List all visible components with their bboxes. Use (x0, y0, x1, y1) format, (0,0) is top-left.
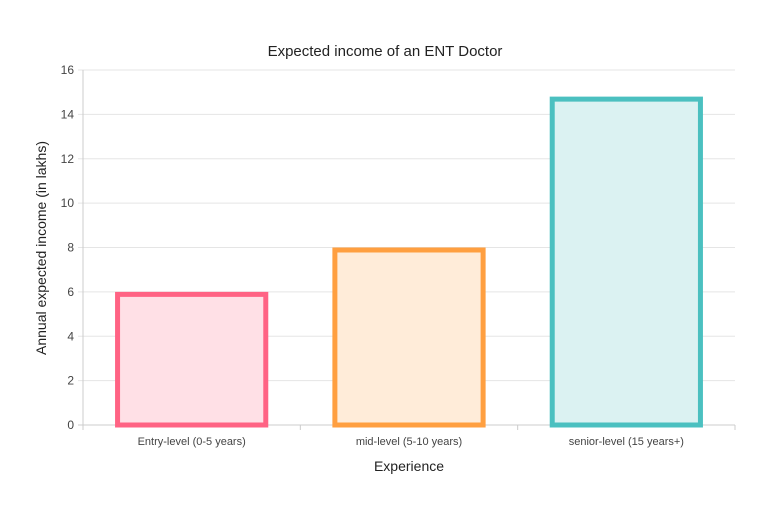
y-axis-label: Annual expected income (in lakhs) (33, 141, 49, 355)
y-tick-label: 4 (67, 329, 74, 343)
y-tick-label: 16 (61, 63, 75, 77)
x-tick-label: mid-level (5-10 years) (356, 436, 462, 448)
chart-title: Expected income of an ENT Doctor (268, 43, 503, 60)
x-tick-label: senior-level (15 years+) (569, 436, 684, 448)
bar (549, 96, 703, 428)
bar (332, 247, 486, 428)
bar (115, 291, 269, 428)
y-tick-label: 12 (61, 152, 75, 166)
y-tick-label: 0 (67, 418, 74, 432)
y-tick-label: 2 (67, 374, 74, 388)
y-tick-label: 10 (61, 196, 75, 210)
y-tick-label: 14 (61, 107, 75, 121)
x-axis-label: Experience (374, 458, 444, 474)
y-tick-label: 6 (67, 285, 74, 299)
y-tick-label: 8 (67, 241, 74, 255)
x-tick-label: Entry-level (0-5 years) (138, 436, 246, 448)
